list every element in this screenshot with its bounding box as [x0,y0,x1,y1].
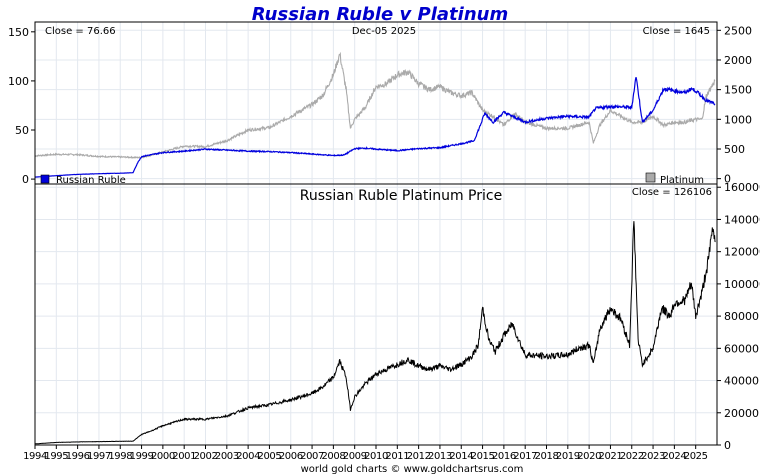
bottom-right-tick-label: 40000 [724,375,759,388]
left-tick-label: 100 [8,75,29,88]
x-tick-label: 1997 [87,451,111,462]
footer-credit: world gold charts © www.goldchartsrus.co… [301,464,524,475]
x-tick-label: 2010 [364,451,388,462]
bottom-right-tick-label: 80000 [724,310,759,323]
x-tick-label: 2006 [279,451,303,462]
bottom-right-tick-label: 140000 [724,213,760,226]
x-tick-label: 2022 [620,451,644,462]
bottom-right-tick-label: 60000 [724,342,759,355]
platinum-legend-swatch [645,172,656,183]
x-tick-label: 2015 [471,451,495,462]
x-tick-label: 2024 [662,451,686,462]
x-tick-label: 2004 [236,451,260,462]
bottom-panel-series [35,221,716,445]
x-tick-label: 1998 [108,451,132,462]
x-tick-label: 2021 [599,451,623,462]
x-tick-label: 2012 [407,451,431,462]
x-tick-label: 1996 [66,451,90,462]
x-axis: 1994199519961997199819992000200120022003… [23,445,708,462]
x-tick-label: 2011 [385,451,409,462]
top-panel-series [34,51,716,178]
x-tick-label: 1995 [44,451,68,462]
bottom-right-tick-label: 0 [724,439,731,452]
ruble-legend-swatch [40,174,50,184]
x-tick-label: 2002 [194,451,218,462]
x-tick-label: 2017 [513,451,537,462]
right-tick-label: 1500 [724,84,752,97]
russian-ruble-line [35,77,716,178]
bottom-right-tick-label: 100000 [724,278,760,291]
bottom-right-tick-label: 120000 [724,246,760,259]
x-tick-label: 2000 [151,451,175,462]
bottom-right-axis: 0 20000 40000 60000 80000 100000 120000 140000 1… [717,181,760,452]
left-tick-label: 150 [8,26,29,39]
x-tick-label: 2019 [556,451,580,462]
top-left-axis: 0 50 100 150 [8,26,35,186]
left-tick-label: 0 [22,173,29,186]
x-tick-label: 2023 [641,451,665,462]
right-tick-label: 2000 [724,54,752,67]
x-tick-label: 2016 [492,451,516,462]
x-tick-label: 1999 [130,451,154,462]
right-tick-label: 0 [724,173,731,186]
platinum-close-label: Close = 1645 [643,26,710,37]
date-label: Dec-05 2025 [352,26,416,37]
ruble-platinum-price-line [35,221,716,445]
x-tick-label: 2014 [449,451,473,462]
x-tick-label: 2008 [321,451,345,462]
right-tick-label: 2500 [724,24,752,37]
bottom-panel-title: Russian Ruble Platinum Price [300,188,502,204]
ruble-legend-label: Russian Ruble [56,175,126,186]
ruble-close-label: Close = 76.66 [45,26,116,37]
main-title: Russian Ruble v Platinum [252,4,508,25]
x-tick-label: 2020 [577,451,601,462]
x-tick-label: 1994 [23,451,47,462]
left-tick-label: 50 [15,124,29,137]
right-tick-label: 500 [724,143,745,156]
x-tick-label: 2001 [172,451,196,462]
bottom-right-tick-label: 20000 [724,407,759,420]
top-right-axis: 0 500 1000 1500 2000 2500 [717,24,752,186]
bottom-close-label: Close = 126106 [632,187,712,198]
right-tick-label: 1000 [724,113,752,126]
x-tick-label: 2009 [343,451,367,462]
x-tick-label: 2003 [215,451,239,462]
x-tick-label: 2005 [258,451,282,462]
x-tick-label: 2018 [535,451,559,462]
x-tick-label: 2007 [300,451,324,462]
x-tick-label: 2025 [684,451,708,462]
x-tick-label: 2013 [428,451,452,462]
bottom-right-tick-label: 160000 [724,181,760,194]
platinum-legend-label: Platinum [660,175,704,186]
